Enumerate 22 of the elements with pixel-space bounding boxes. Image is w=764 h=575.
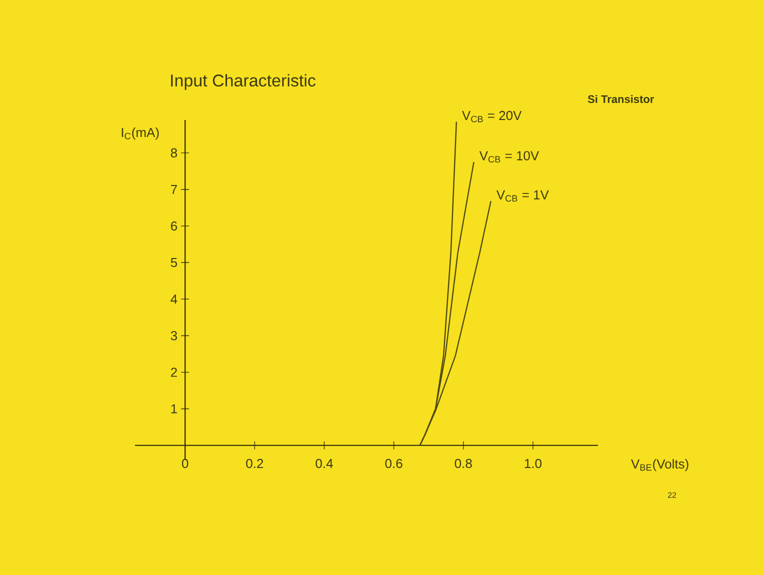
x-tick-label: 0 [182, 458, 188, 468]
x-tick-label: 0.2 [246, 458, 264, 468]
text: 22 [668, 492, 676, 498]
y-tick-label: 8 [170, 148, 177, 158]
x-axis-title: V$_{BE}$(Volts) [631, 459, 688, 472]
series-label: V$_{CB}$ = 1V [496, 190, 549, 202]
x-tick-label: 0.6 [385, 458, 402, 468]
chart-title: Input Characteristic [171, 74, 316, 90]
y-tick-label: 6 [170, 221, 177, 231]
x-tick-label: 0.8 [454, 458, 472, 468]
y-tick-label: 4 [170, 294, 178, 304]
text: Si Transistor [588, 94, 654, 104]
x-tick-label: 0.4 [316, 458, 333, 468]
y-tick-label: 3 [170, 331, 177, 340]
series-label: V$_{CB}$ = 20V [462, 110, 522, 122]
y-axis-title: I$_{C}$(mA) [122, 128, 159, 140]
y-tick-label: 1 [171, 404, 177, 414]
series-label: V$_{CB}$ = 10V [479, 151, 540, 163]
y-tick-label: 5 [170, 258, 178, 268]
x-tick-label: 1.0 [524, 458, 542, 468]
y-tick-label: 2 [170, 368, 177, 377]
y-tick-label: 7 [171, 184, 177, 194]
